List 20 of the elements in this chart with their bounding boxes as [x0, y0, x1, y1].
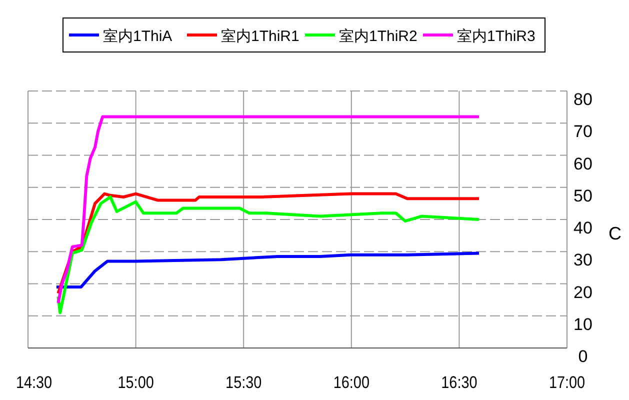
legend-label: 室内1ThiR1 [221, 28, 300, 45]
y-tick-label: 10 [574, 314, 592, 334]
legend-label: 室内1ThiR3 [457, 28, 536, 45]
x-tick-label: 14:30 [16, 374, 52, 392]
y-tick-label: 80 [574, 90, 592, 109]
y-tick-label: 20 [574, 282, 592, 302]
x-tick-label: 15:30 [226, 374, 262, 392]
x-tick-label: 15:00 [118, 374, 154, 392]
x-tick-label: 17:00 [548, 374, 586, 392]
y-tick-label: 60 [574, 154, 592, 174]
y-tick-label: 40 [574, 218, 592, 238]
legend-label: 室内1ThiA [103, 28, 172, 45]
y-tick-label: 30 [574, 250, 592, 270]
x-tick-label: 16:30 [441, 374, 478, 392]
y-tick-label: 50 [574, 186, 592, 206]
legend-label: 室内1ThiR2 [339, 28, 418, 45]
y-tick-label: 0 [578, 347, 588, 366]
x-tick-label: 16:00 [333, 374, 370, 392]
y-axis-title: C [608, 224, 622, 244]
y-tick-label: 70 [574, 122, 592, 142]
